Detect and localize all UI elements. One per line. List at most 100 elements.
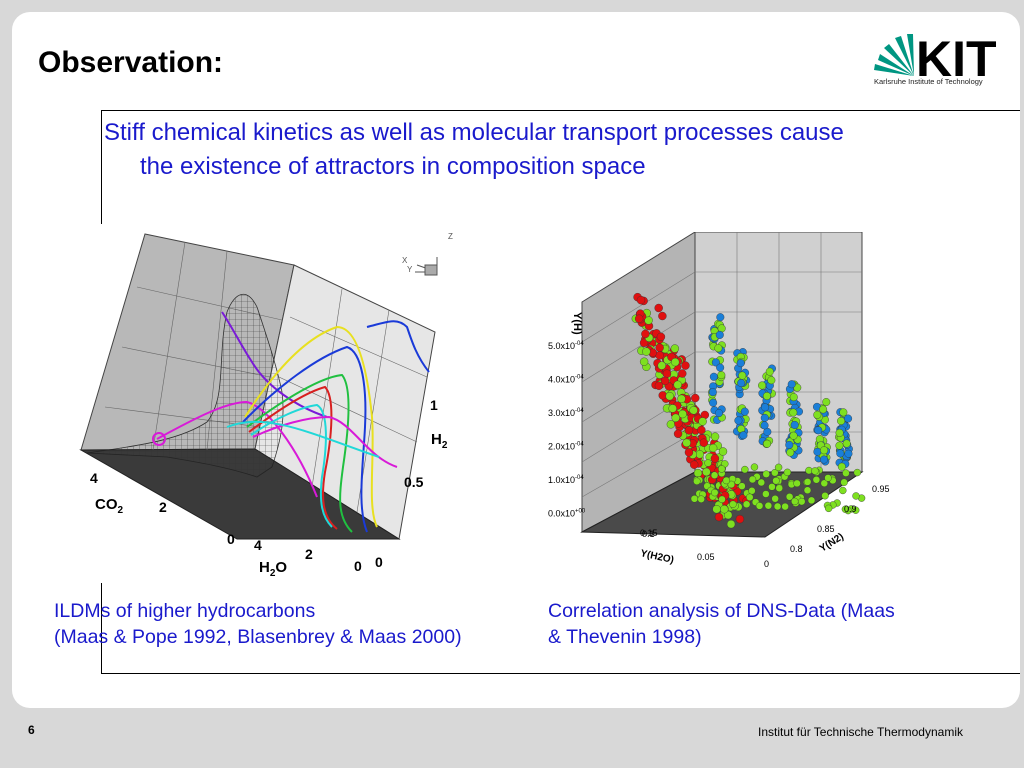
orient-x-label: X	[402, 256, 408, 265]
scatter-point	[702, 467, 711, 477]
scatter-point	[671, 413, 680, 423]
scatter-point	[835, 428, 844, 437]
co2-tick-0: 0	[227, 531, 235, 547]
n2-tick-095: 0.95	[872, 484, 890, 494]
scatter-point	[639, 357, 649, 366]
y-tick-label: 2.0x10-04	[548, 442, 584, 452]
scatter-point	[755, 502, 764, 510]
h2o-tick-005: 0.05	[697, 552, 715, 562]
ildm-figure: Z X Y 1 0.5 0 4 2 0 4 2 0 H2 CO2 H2O	[79, 232, 453, 579]
scatter-point	[636, 295, 646, 305]
scatter-point	[814, 426, 823, 435]
scatter-point	[655, 343, 664, 352]
scatter-point	[691, 393, 700, 403]
scatter-point	[813, 447, 822, 456]
scatter-point	[762, 490, 770, 498]
scatter-point	[660, 376, 670, 386]
scatter-point	[773, 502, 782, 511]
y-axis-label: Y(H)	[571, 312, 583, 335]
h2o-tick-0: 0	[354, 558, 362, 574]
scatter-point	[671, 357, 680, 367]
scatter-point	[716, 313, 725, 322]
scatter-point	[771, 495, 779, 503]
scatter-point	[842, 469, 850, 477]
scatter-point	[673, 380, 682, 390]
scatter-point	[748, 487, 756, 495]
scatter-point	[729, 500, 737, 508]
scatter-point	[738, 371, 747, 380]
scatter-point	[768, 483, 776, 491]
scatter-point	[813, 410, 822, 419]
footer-institute: Institut für Technische Thermodynamik	[758, 725, 963, 739]
scatter-point	[639, 338, 649, 348]
h2o-axis-label: H2O	[259, 559, 287, 579]
scatter-point	[837, 462, 846, 471]
caption-right: Correlation analysis of DNS-Data (Maas &…	[548, 598, 978, 650]
scatter-point	[726, 519, 736, 529]
scatter-point	[785, 440, 794, 449]
scatter-point	[670, 344, 680, 353]
scatter-point	[699, 438, 709, 447]
scatter-point	[819, 405, 828, 414]
scatter-point	[711, 358, 720, 367]
n2-tick-09: 0.9	[844, 504, 857, 514]
scatter-point	[718, 447, 728, 456]
h2-tick-05: 0.5	[404, 474, 424, 490]
scatter-point	[709, 398, 718, 407]
scatter-point	[681, 361, 690, 370]
scatter-point	[722, 476, 731, 485]
scatter-point	[760, 413, 769, 422]
scatter-point	[824, 504, 833, 513]
co2-tick-2: 2	[159, 499, 167, 515]
scatter-point	[837, 416, 846, 425]
scatter-point	[714, 344, 723, 353]
n2-tick-08: 0.8	[790, 544, 803, 554]
scatter-point	[682, 438, 691, 448]
scatter-point	[723, 510, 733, 520]
main-bullet: Stiff chemical kinetics as well as molec…	[104, 116, 1004, 184]
scatter-point	[841, 505, 850, 513]
scatter-point	[844, 449, 853, 458]
h2-axis-label: H2	[431, 431, 448, 451]
scatter-point	[812, 476, 821, 484]
scatter-point	[735, 514, 745, 524]
scatter-point	[821, 492, 829, 500]
kit-logo: KIT	[874, 31, 997, 87]
scatter-point	[758, 381, 767, 390]
scatter-point	[789, 393, 798, 402]
scatter-point	[715, 330, 724, 339]
scatter-point	[774, 463, 783, 472]
scatter-point	[634, 314, 644, 323]
caption-left: ILDMs of higher hydrocarbons (Maas & Pop…	[54, 598, 462, 650]
scatter-point	[775, 484, 783, 492]
y-tick-label: 5.0x10-04	[548, 341, 584, 351]
slide: Observation: KIT Karlsruhe Institute of …	[12, 12, 1020, 708]
scatter-point	[789, 431, 798, 440]
caption-left-line-1: ILDMs of higher hydrocarbons	[54, 600, 316, 622]
content-frame-bottom	[101, 583, 1020, 674]
scatter-point	[693, 468, 703, 478]
scatter-point	[658, 391, 667, 400]
h2o-tick-01: 0.1	[642, 529, 655, 539]
h2-tick-0: 0	[375, 554, 383, 570]
h2o-tick-015: 0.15	[640, 528, 658, 538]
scatter-point	[710, 471, 719, 479]
scatter-point	[737, 379, 746, 388]
scatter-point	[704, 459, 712, 467]
scatter-point	[765, 367, 774, 376]
scatter-point	[772, 477, 780, 485]
scatter-point	[658, 311, 667, 321]
co2-tick-4: 4	[90, 470, 98, 486]
scatter-point	[853, 468, 862, 477]
scatter-point	[684, 448, 694, 457]
bullet-line-1: Stiff chemical kinetics as well as molec…	[104, 119, 844, 146]
scatter-point	[668, 404, 677, 413]
scatter-point	[727, 480, 736, 489]
co2-axis-label: CO2	[95, 496, 124, 516]
caption-right-line-2: & Thevenin 1998)	[548, 626, 702, 648]
scatter-point	[693, 477, 701, 485]
scatter-point	[684, 426, 694, 435]
y-tick-label: 3.0x10-04	[548, 408, 584, 418]
scatter-point	[714, 512, 724, 522]
scatter-point	[790, 420, 799, 429]
